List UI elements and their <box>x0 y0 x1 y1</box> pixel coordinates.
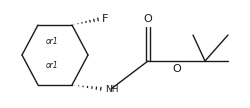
Text: F: F <box>102 14 108 24</box>
Text: or1: or1 <box>46 60 58 70</box>
Text: NH: NH <box>105 85 118 94</box>
Text: or1: or1 <box>46 37 58 45</box>
Text: O: O <box>172 64 182 74</box>
Text: O: O <box>144 14 152 24</box>
